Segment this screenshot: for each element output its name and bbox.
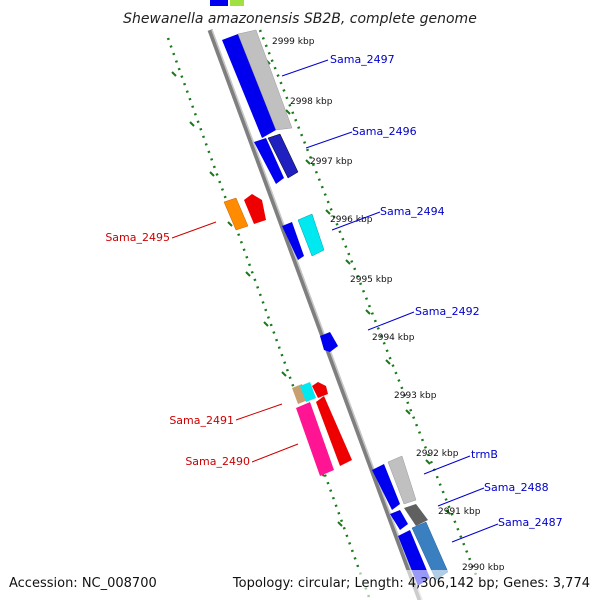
gene-sama-2491-small[interactable] <box>312 382 328 398</box>
gene-sama-2491-cds[interactable] <box>300 382 316 402</box>
svg-text:2999 kbp: 2999 kbp <box>272 37 315 47</box>
gene-label-sama-2490[interactable]: Sama_2490 <box>185 455 250 468</box>
gene-sama-2488-region[interactable] <box>404 504 428 526</box>
svg-text:2996 kbp: 2996 kbp <box>330 215 373 225</box>
gene-label-sama-2491[interactable]: Sama_2491 <box>169 414 234 427</box>
gene-sama-2497-cds[interactable] <box>222 34 276 138</box>
gene-sama-2494-region[interactable] <box>297 213 325 257</box>
gene-sama-2490-region[interactable] <box>296 402 334 476</box>
gene-sama-2488-cds[interactable] <box>390 510 408 530</box>
accession-label: Accession: NC_008700 <box>9 576 157 591</box>
gene-label-sama-2492[interactable]: Sama_2492 <box>415 305 480 318</box>
gene-sama-2490-cds[interactable] <box>316 396 352 466</box>
genome-backbone <box>207 29 423 600</box>
outer-dotted-guide <box>166 37 372 600</box>
gene-sama-2492-cds[interactable] <box>320 332 338 352</box>
gene-sama-2497-region[interactable] <box>237 29 293 131</box>
svg-text:2997 kbp: 2997 kbp <box>310 157 353 167</box>
reverse-strand-features <box>223 194 352 476</box>
gene-sama-2494-cds[interactable] <box>282 222 304 260</box>
svg-text:2990 kbp: 2990 kbp <box>462 563 505 573</box>
svg-text:2991 kbp: 2991 kbp <box>438 507 481 517</box>
gene-trmb-cds[interactable] <box>372 464 400 510</box>
gene-sama-2495-cds[interactable] <box>244 194 266 224</box>
gene-label-trmb[interactable]: trmB <box>471 448 498 461</box>
svg-text:2998 kbp: 2998 kbp <box>290 97 333 107</box>
gene-label-leaders <box>171 59 499 543</box>
gene-label-sama-2497[interactable]: Sama_2497 <box>330 53 395 66</box>
gene-labels: Sama_2497 Sama_2496 Sama_2494 Sama_2492 … <box>105 53 562 529</box>
map-title: Shewanella amazonensis SB2B, complete ge… <box>123 11 477 27</box>
gene-sama-2496-region[interactable] <box>267 133 299 179</box>
svg-text:2993 kbp: 2993 kbp <box>394 391 437 401</box>
ruler-labels: 2999 kbp 2998 kbp 2997 kbp 2996 kbp 2995… <box>272 37 505 573</box>
gene-label-sama-2495[interactable]: Sama_2495 <box>105 231 170 244</box>
forward-strand-features <box>210 0 449 586</box>
gene-sama-2495-region[interactable] <box>223 197 249 231</box>
svg-text:2995 kbp: 2995 kbp <box>350 275 393 285</box>
gene-sama-2496-cds[interactable] <box>254 138 284 184</box>
gene-label-sama-2494[interactable]: Sama_2494 <box>380 205 445 218</box>
gene-sama-2491-region[interactable] <box>292 384 308 404</box>
svg-text:2994 kbp: 2994 kbp <box>372 333 415 343</box>
gene-label-sama-2496[interactable]: Sama_2496 <box>352 125 417 138</box>
topology-label: Topology: circular; Length: 4,306,142 bp… <box>232 576 590 591</box>
gene-trmb-region[interactable] <box>387 455 417 505</box>
ruler-tick-marks <box>171 59 451 527</box>
gene-label-sama-2487[interactable]: Sama_2487 <box>498 516 563 529</box>
svg-text:2992 kbp: 2992 kbp <box>416 449 459 459</box>
gene-label-sama-2488[interactable]: Sama_2488 <box>484 481 549 494</box>
